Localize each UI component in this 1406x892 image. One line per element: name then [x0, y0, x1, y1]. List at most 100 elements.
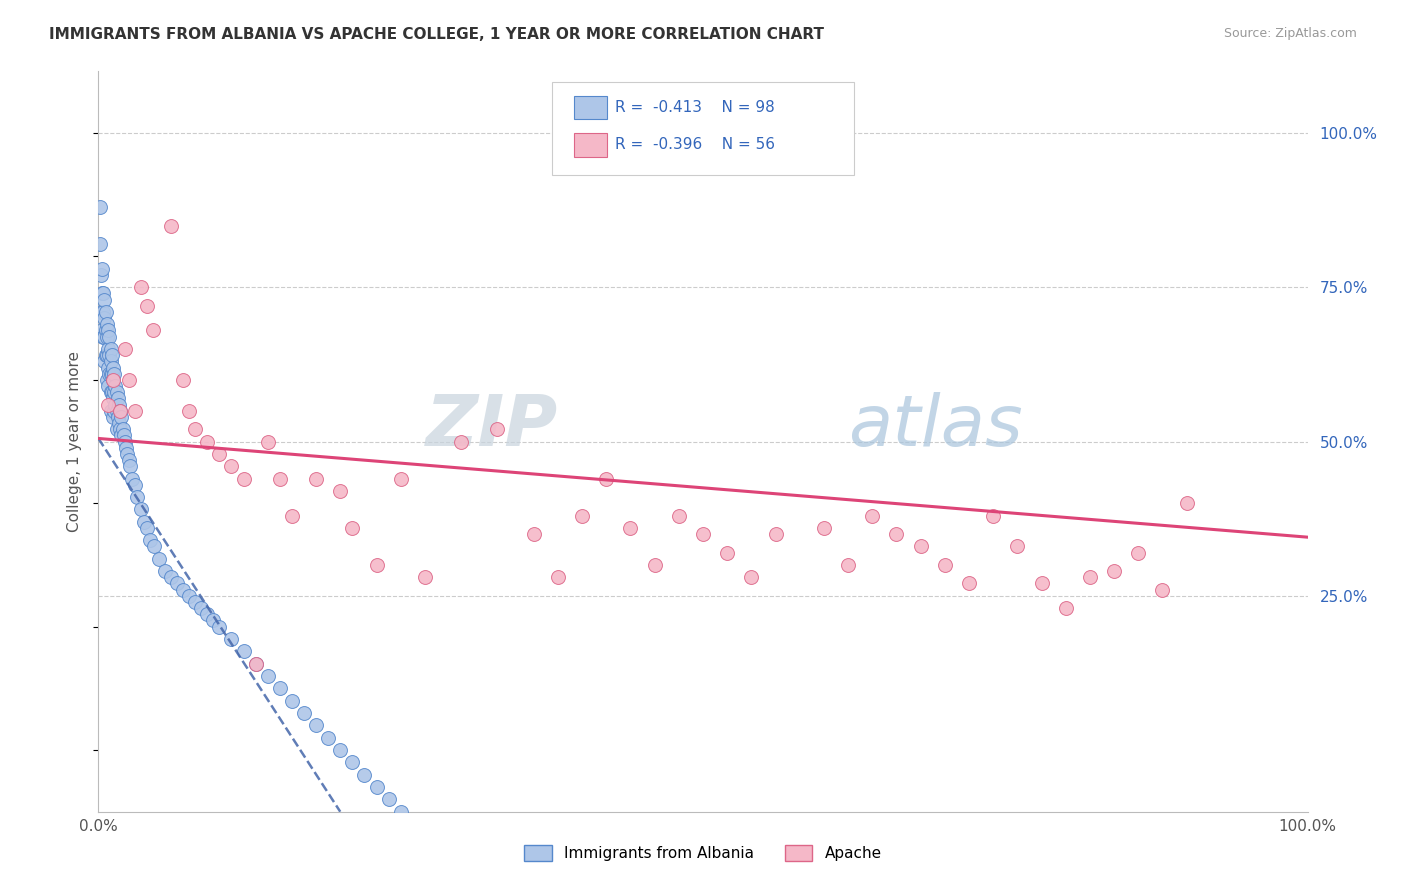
Point [256, 434, 278, 449]
Point [281, 694, 304, 708]
Point [100, 348, 122, 362]
Point [269, 472, 291, 486]
Point [139, 533, 162, 548]
Point [202, 614, 225, 628]
Point [108, 403, 131, 417]
Point [127, 490, 149, 504]
Point [366, 780, 388, 794]
Point [305, 472, 328, 486]
Point [523, 527, 546, 541]
Point [166, 576, 188, 591]
Point [886, 527, 908, 541]
Point [100, 367, 122, 381]
Point [93, 293, 115, 307]
Point [129, 502, 152, 516]
Point [103, 385, 125, 400]
Point [98, 348, 121, 362]
Point [98, 329, 121, 343]
Point [98, 367, 121, 381]
Point [97, 398, 120, 412]
Point [93, 311, 115, 326]
Point [1102, 564, 1125, 578]
Point [97, 379, 120, 393]
Point [97, 360, 120, 375]
Point [114, 342, 136, 356]
Point [256, 669, 278, 683]
Point [96, 329, 118, 343]
Point [121, 472, 143, 486]
Point [103, 367, 125, 381]
Point [143, 540, 166, 554]
Point [89, 200, 111, 214]
Point [179, 403, 201, 417]
Point [281, 508, 304, 523]
Point [981, 508, 1004, 523]
Point [813, 521, 835, 535]
FancyBboxPatch shape [574, 133, 607, 156]
Point [91, 305, 114, 319]
Point [329, 483, 352, 498]
Point [118, 453, 141, 467]
Point [135, 521, 157, 535]
Point [195, 434, 218, 449]
Text: atlas: atlas [848, 392, 1022, 461]
Point [305, 718, 328, 732]
Point [619, 521, 641, 535]
Point [111, 422, 134, 436]
Point [644, 558, 666, 572]
Point [101, 373, 124, 387]
Point [124, 477, 146, 491]
Point [413, 570, 436, 584]
Point [172, 373, 194, 387]
Point [115, 441, 138, 455]
Point [94, 305, 117, 319]
Point [1078, 570, 1101, 584]
Point [118, 373, 141, 387]
Point [107, 392, 129, 406]
Point [1054, 601, 1077, 615]
Point [910, 540, 932, 554]
Point [208, 620, 231, 634]
Point [571, 508, 593, 523]
Point [93, 354, 115, 368]
Point [108, 416, 131, 430]
Point [221, 632, 243, 646]
Point [1128, 546, 1150, 560]
Text: IMMIGRANTS FROM ALBANIA VS APACHE COLLEGE, 1 YEAR OR MORE CORRELATION CHART: IMMIGRANTS FROM ALBANIA VS APACHE COLLEG… [49, 27, 824, 42]
Point [100, 342, 122, 356]
Point [547, 570, 569, 584]
Point [142, 324, 165, 338]
Point [118, 459, 141, 474]
Point [117, 447, 139, 461]
Point [97, 342, 120, 356]
Point [107, 409, 129, 424]
Point [91, 261, 114, 276]
Legend: Immigrants from Albania, Apache: Immigrants from Albania, Apache [519, 838, 887, 867]
Point [105, 403, 128, 417]
Point [716, 546, 738, 560]
Point [765, 527, 787, 541]
Point [96, 373, 118, 387]
Point [208, 447, 231, 461]
Point [172, 582, 194, 597]
Point [91, 286, 114, 301]
Point [184, 595, 207, 609]
FancyBboxPatch shape [551, 82, 855, 175]
Point [179, 589, 201, 603]
Point [595, 472, 617, 486]
Point [108, 422, 131, 436]
Point [97, 324, 120, 338]
Point [100, 385, 122, 400]
Point [94, 348, 117, 362]
Point [957, 576, 980, 591]
Point [692, 527, 714, 541]
Point [269, 681, 291, 696]
Point [1007, 540, 1029, 554]
Point [90, 268, 112, 282]
Point [342, 756, 364, 770]
Point [91, 324, 114, 338]
Point [89, 237, 111, 252]
Point [108, 403, 131, 417]
Point [1175, 496, 1198, 510]
Text: ZIP: ZIP [426, 392, 558, 461]
